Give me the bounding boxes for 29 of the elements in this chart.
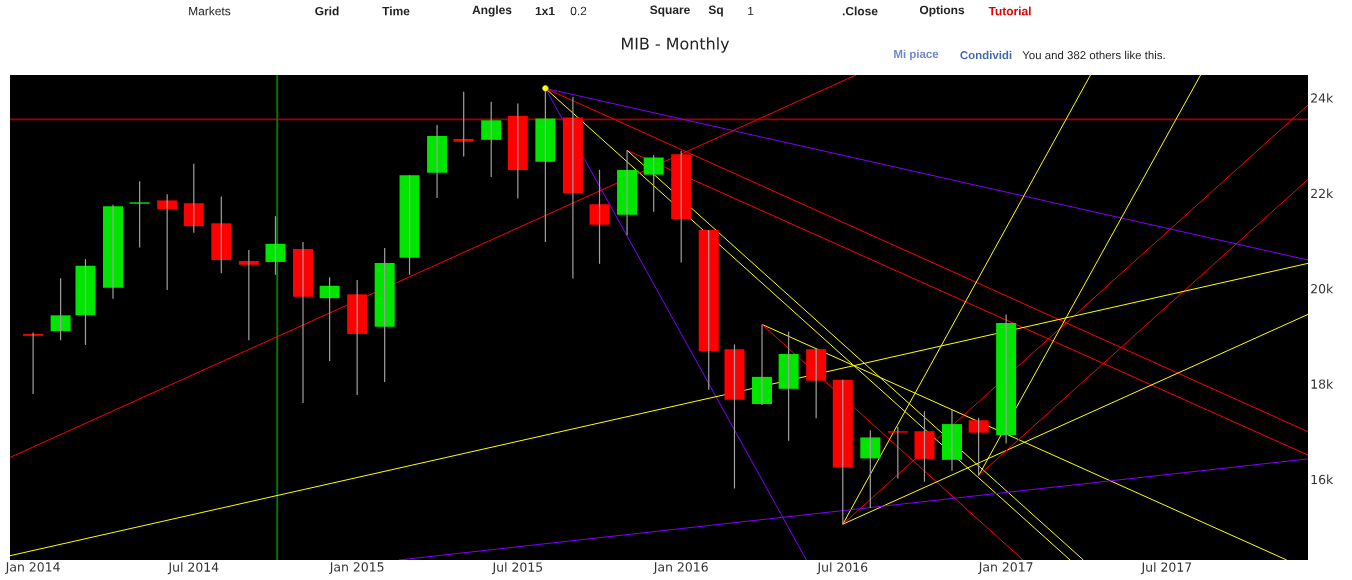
text: 1x1 [535,6,555,16]
x-tick-label: Jan 2015 [329,562,384,574]
y-tick-label: 16k [1311,474,1334,485]
text: .Close [842,6,878,16]
text: Angles [472,5,512,17]
y-tick-label: 24k [1311,93,1334,103]
x-tick-label: Jul 2017 [1140,562,1192,575]
text: Condividi [960,50,1012,60]
x-tick-label: Jan 2014 [5,562,60,574]
x-tick-label: Jan 2016 [653,562,708,574]
x-tick-label: Jan 2017 [978,562,1033,574]
y-tick-label: 22k [1311,188,1334,198]
text: Markets [189,6,231,16]
text: Sq [708,5,723,17]
text: Grid [315,6,339,16]
x-tick-label: Jul 2014 [167,562,219,575]
text: Options [919,5,965,17]
text: Tutorial [988,6,1031,16]
text: Mi piace [894,49,939,61]
x-tick-label: Jul 2015 [491,562,543,575]
text: You and 382 others like this. [1022,50,1165,60]
text: Time [382,6,410,16]
text: 0.2 [570,6,587,16]
y-tick-label: 20k [1311,283,1334,294]
text: Square [650,5,690,17]
x-tick-label: Jul 2016 [816,562,868,575]
text: 1 [748,6,754,16]
y-tick-label: 18k [1311,379,1334,389]
chart-title: MIB - Monthly [622,37,730,53]
